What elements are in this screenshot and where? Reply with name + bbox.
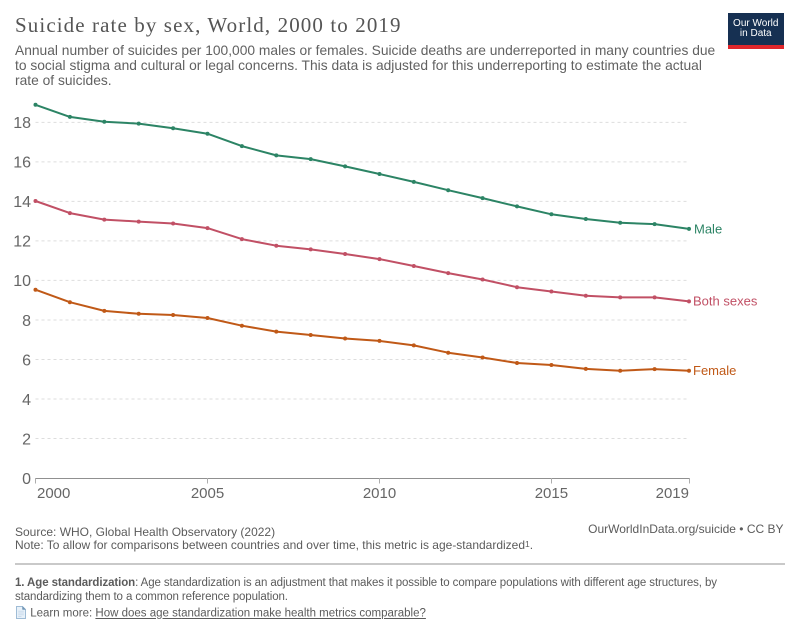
svg-text:Male: Male	[694, 222, 722, 237]
svg-text:0: 0	[22, 471, 31, 488]
svg-text:6: 6	[22, 352, 31, 369]
svg-text:2010: 2010	[363, 485, 396, 502]
svg-text:18: 18	[13, 115, 31, 132]
svg-text:12: 12	[13, 234, 31, 251]
svg-text:2019: 2019	[656, 485, 689, 502]
svg-text:2005: 2005	[191, 485, 224, 502]
svg-text:14: 14	[13, 194, 31, 211]
svg-text:2015: 2015	[535, 485, 568, 502]
svg-text:16: 16	[13, 155, 31, 172]
svg-text:4: 4	[22, 392, 31, 409]
svg-text:2000: 2000	[37, 485, 70, 502]
svg-text:Both sexes: Both sexes	[693, 294, 758, 309]
svg-text:8: 8	[22, 313, 31, 330]
svg-text:10: 10	[13, 273, 31, 290]
svg-text:Female: Female	[693, 363, 736, 378]
svg-text:2: 2	[22, 431, 31, 448]
